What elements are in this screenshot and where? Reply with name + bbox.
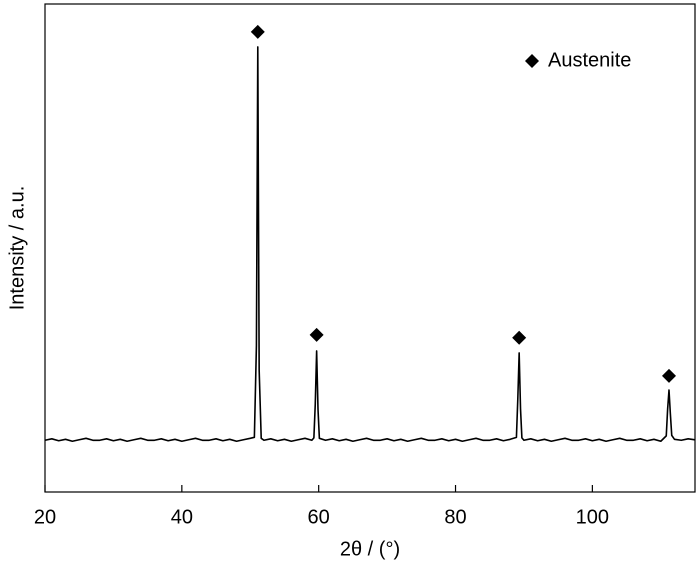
- x-axis-label: 2θ / (°): [340, 538, 400, 560]
- x-tick-label: 80: [444, 506, 466, 528]
- x-tick-label: 20: [34, 506, 56, 528]
- legend-label: Austenite: [548, 49, 631, 71]
- y-axis-label: Intensity / a.u.: [6, 186, 28, 311]
- x-tick-label: 60: [308, 506, 330, 528]
- peak-marker: [250, 24, 265, 39]
- legend-marker: [525, 54, 539, 68]
- data-line: [44, 46, 696, 443]
- x-tick-label: 100: [576, 506, 609, 528]
- peak-marker: [662, 368, 676, 383]
- plot-frame: [44, 3, 696, 493]
- peak-marker: [512, 330, 527, 345]
- peak-marker: [309, 327, 324, 342]
- x-tick-label: 40: [171, 506, 193, 528]
